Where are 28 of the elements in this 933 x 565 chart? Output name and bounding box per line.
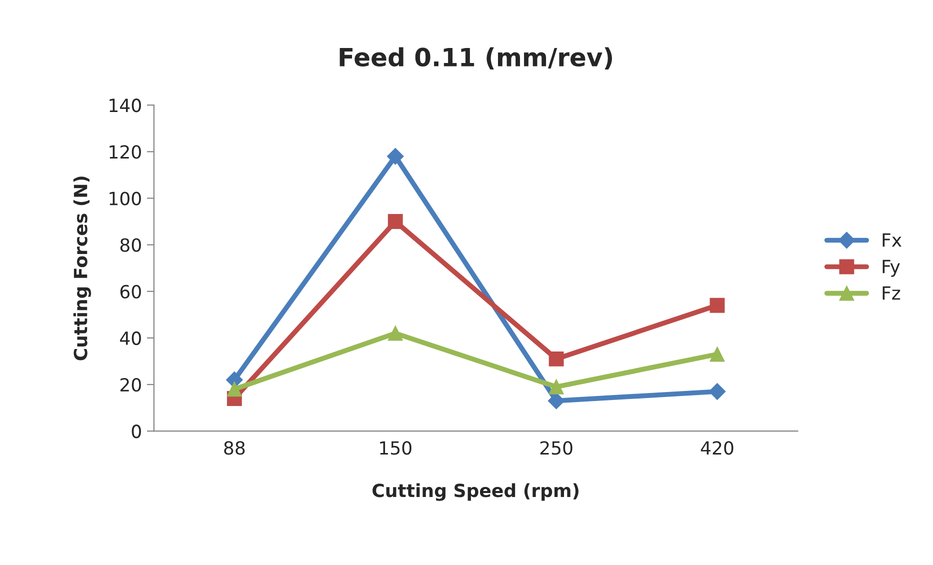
point [388, 214, 403, 229]
y-tick-label: 120 [110, 145, 141, 159]
point [710, 346, 725, 362]
legend-label: Fy [882, 260, 900, 277]
y-tick-label: 140 [110, 98, 141, 112]
y-axis-title: Cutting Forces (N) [73, 176, 92, 360]
point [226, 382, 242, 397]
x-axis-title: Cutting Speed (rpm) [372, 483, 578, 501]
point [548, 392, 565, 410]
point [548, 351, 564, 366]
point [386, 148, 404, 165]
x-tick-label: 250 [540, 441, 572, 455]
y-tick-label: 40 [120, 331, 141, 346]
y-tick-label: 80 [120, 238, 141, 252]
y-tick-label: 100 [110, 192, 141, 206]
point [548, 379, 564, 394]
x-tick-label: 88 [224, 441, 245, 455]
legend-label: Fz [882, 286, 900, 300]
y-tick-label: 60 [120, 284, 141, 298]
point [388, 326, 403, 341]
point [708, 383, 726, 400]
x-tick-label: 420 [700, 441, 734, 455]
chart-title: Feed 0.11 (mm/rev) [340, 47, 612, 70]
y-tick-label: 20 [120, 378, 141, 392]
point [710, 298, 725, 313]
legend-label: Fx [882, 233, 902, 247]
y-tick-label: 0 [132, 424, 141, 438]
x-tick-label: 150 [380, 441, 412, 455]
